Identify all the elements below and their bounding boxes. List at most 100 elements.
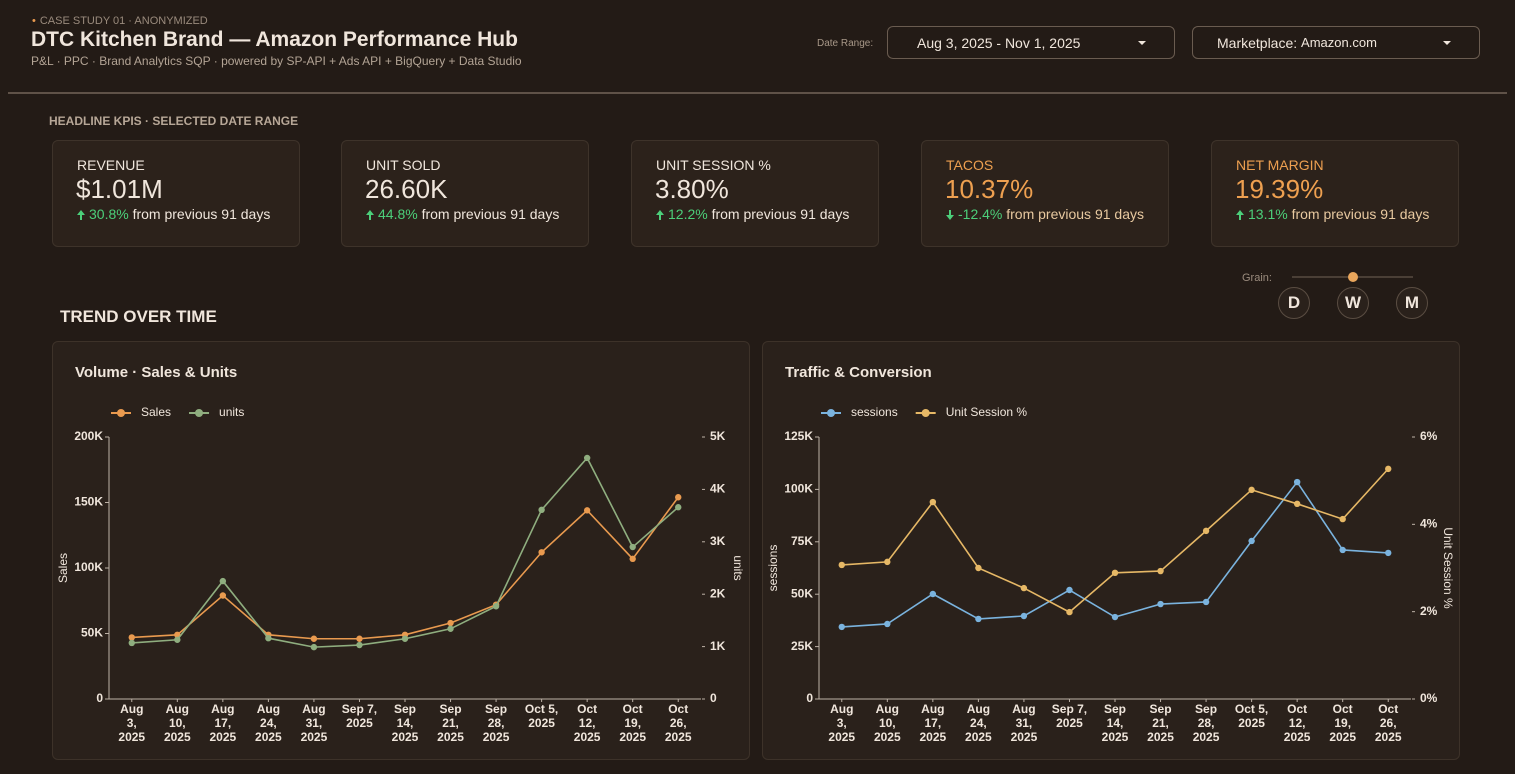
data-point	[356, 641, 363, 649]
data-point	[629, 543, 636, 551]
data-point	[1020, 612, 1028, 620]
kpi-label: UNIT SESSION %	[656, 157, 771, 173]
marketplace-label: Marketplace:	[1217, 34, 1298, 51]
data-point	[447, 619, 454, 627]
data-point	[1066, 586, 1073, 594]
data-point	[1111, 569, 1119, 577]
y2-tick-label: 0%	[1420, 691, 1438, 705]
y-tick-label: 150K	[74, 495, 103, 509]
y-tick-label: 0	[806, 691, 813, 705]
series-line	[841, 480, 1389, 628]
x-tick-label: Oct 5, 2025	[524, 702, 559, 730]
kpi-note: from previous 91 days	[1006, 206, 1144, 222]
arrow-icon	[1236, 207, 1244, 220]
y2-tick-label: 3K	[710, 534, 726, 548]
x-tick-label: Oct 19, 2025	[1329, 702, 1357, 744]
data-point	[356, 635, 363, 642]
legend-swatch	[827, 409, 835, 417]
data-point	[1385, 465, 1392, 473]
chart: 0 50K 100K 150K 200K 0 1K 2K 3K 4K 5K Sales units Sal…	[56, 405, 745, 705]
series-line	[841, 468, 1389, 614]
data-point	[675, 494, 682, 501]
marketplace-dropdown[interactable]: Marketplace: Amazon.com	[1192, 26, 1480, 59]
y-tick-label: 200K	[74, 429, 103, 443]
grain-knob[interactable]	[1348, 272, 1358, 282]
y-tick-label: 125K	[784, 429, 813, 443]
y2-axis-title: Unit Session %	[1441, 527, 1455, 609]
series-line	[131, 456, 679, 648]
data-point	[128, 639, 135, 647]
x-tick-label: Aug 10, 2025	[873, 702, 901, 744]
data-point	[1066, 608, 1073, 616]
x-tick-label: Oct 12, 2025	[573, 702, 601, 744]
data-point	[1157, 600, 1164, 608]
kpi-change-pct: -12.4%	[958, 206, 1003, 222]
kpi-label: REVENUE	[77, 157, 145, 173]
arrow-icon	[77, 207, 85, 220]
data-point	[975, 564, 982, 572]
kpi-value: 3.80%	[655, 174, 729, 204]
arrow-icon	[366, 207, 374, 220]
y2-tick-label: 4K	[710, 482, 726, 496]
x-tick-label: Aug 17, 2025	[209, 702, 237, 744]
x-tick-label: Oct 5, 2025	[1234, 702, 1269, 730]
eyebrow: CASE STUDY 01 · ANONYMIZED	[32, 15, 208, 27]
y2-tick-label: 6%	[1420, 429, 1438, 443]
data-point	[265, 635, 272, 642]
kpi-change: -12.4% from previous 91 days	[946, 206, 1144, 222]
kpi-note: from previous 91 days	[711, 206, 850, 222]
x-tick-label: Sep 7, 2025	[1051, 702, 1088, 730]
grain-button[interactable]: W	[1337, 287, 1369, 319]
data-point	[1248, 537, 1255, 545]
y-axis-title: Sales	[56, 553, 70, 583]
y-tick-label: 50K	[81, 626, 103, 640]
kpi-card: UNIT SESSION % 3.80% 12.2% from previous 9…	[631, 140, 879, 247]
kpi-card: UNIT SOLD 26.60K 44.8% from previous 91 da…	[341, 140, 589, 247]
x-tick-label: Aug 3, 2025	[828, 702, 856, 744]
kpi-change-pct: 30.8%	[89, 206, 129, 222]
section-title: TREND OVER TIME	[60, 307, 217, 326]
data-point	[929, 498, 937, 506]
data-point	[929, 590, 937, 598]
data-point	[174, 636, 181, 643]
x-tick-label: Aug 24, 2025	[965, 702, 992, 744]
data-point	[219, 577, 227, 585]
data-point	[174, 631, 181, 639]
y-tick-label: 75K	[791, 534, 813, 548]
x-tick-label: Sep 21, 2025	[1147, 702, 1174, 744]
legend-label: sessions	[851, 405, 898, 419]
data-point	[1339, 515, 1346, 523]
data-point	[1293, 500, 1301, 508]
legend-swatch	[117, 409, 125, 417]
data-point	[975, 615, 982, 623]
data-point	[310, 635, 318, 642]
date-dropdown[interactable]: Aug 3, 2025 - Nov 1, 2025	[887, 26, 1175, 59]
divider	[8, 92, 1507, 94]
x-tick-label: Aug 17, 2025	[919, 702, 947, 744]
x-tick-label: Sep 7, 2025	[341, 702, 378, 730]
grain-button[interactable]: M	[1396, 287, 1428, 319]
y-tick-label: 25K	[791, 639, 813, 653]
date-value: Aug 3, 2025 - Nov 1, 2025	[917, 34, 1081, 51]
x-tick-label: Aug 31, 2025	[1010, 702, 1038, 744]
x-tick-label: Oct 12, 2025	[1283, 702, 1311, 744]
y-tick-label: 0	[96, 691, 103, 705]
chart-title: Traffic & Conversion	[785, 364, 932, 381]
y2-tick-label: 4%	[1420, 517, 1438, 531]
grain-button[interactable]: D	[1278, 287, 1310, 319]
kpi-value: 10.37%	[945, 174, 1034, 204]
x-tick-label: Aug 31, 2025	[300, 702, 328, 744]
data-point	[538, 506, 545, 514]
data-point	[1385, 549, 1392, 557]
y2-tick-label: 1K	[710, 639, 726, 653]
x-tick-label: Sep 28, 2025	[482, 702, 510, 744]
data-point	[838, 561, 845, 569]
y-axis-title: sessions	[766, 545, 780, 592]
kpi-card: REVENUE $1.01M 30.8% from previous 91 days	[52, 140, 300, 247]
x-tick-label: Sep 21, 2025	[437, 702, 464, 744]
marketplace-value: Amazon.com	[1301, 35, 1377, 50]
data-point	[583, 507, 591, 514]
legend-swatch	[921, 409, 930, 417]
kpi-note: from previous 91 days	[132, 206, 271, 222]
y-tick-label: 50K	[791, 586, 813, 600]
